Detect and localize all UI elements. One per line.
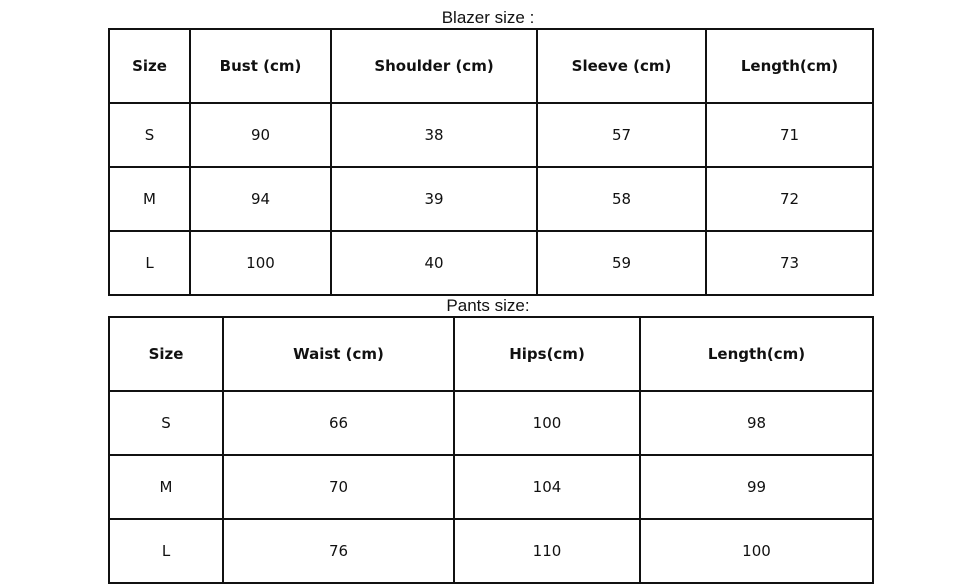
header-row: Size Bust (cm) Shoulder (cm) Sleeve (cm) Len… <box>108 28 874 104</box>
table-cell: 72 <box>705 166 874 232</box>
table-cell: 39 <box>330 166 538 232</box>
table-cell: 94 <box>189 166 332 232</box>
blazer-size-table: Size Bust (cm) Shoulder (cm) Sleeve (cm) Len… <box>108 28 874 296</box>
header-row: Size Waist (cm) Hips(cm) Length(cm) <box>108 316 874 392</box>
table-cell: S <box>108 102 191 168</box>
table-row: S 66 100 98 <box>108 390 874 456</box>
column-header: Size <box>108 316 224 392</box>
column-header: Hips(cm) <box>453 316 641 392</box>
table-cell: 76 <box>222 518 455 584</box>
table-cell: L <box>108 230 191 296</box>
table-cell: 90 <box>189 102 332 168</box>
column-header: Sleeve (cm) <box>536 28 707 104</box>
table-row: M 94 39 58 72 <box>108 166 874 232</box>
table-cell: M <box>108 166 191 232</box>
table-cell: 100 <box>453 390 641 456</box>
column-header: Length(cm) <box>705 28 874 104</box>
table-cell: 66 <box>222 390 455 456</box>
table-cell: S <box>108 390 224 456</box>
table-cell: L <box>108 518 224 584</box>
column-header: Bust (cm) <box>189 28 332 104</box>
table-cell: 71 <box>705 102 874 168</box>
pants-size-table: Size Waist (cm) Hips(cm) Length(cm) S 66 100 98… <box>108 316 874 584</box>
table-cell: 98 <box>639 390 874 456</box>
table-cell: 59 <box>536 230 707 296</box>
column-header: Shoulder (cm) <box>330 28 538 104</box>
blazer-title: Blazer size : <box>441 8 535 27</box>
column-header: Length(cm) <box>639 316 874 392</box>
table-row: L 76 110 100 <box>108 518 874 584</box>
table-cell: 70 <box>222 454 455 520</box>
table-row: L 100 40 59 73 <box>108 230 874 296</box>
table-cell: 110 <box>453 518 641 584</box>
table-cell: 99 <box>639 454 874 520</box>
column-header: Size <box>108 28 191 104</box>
table-cell: 40 <box>330 230 538 296</box>
table-cell: 58 <box>536 166 707 232</box>
table-cell: 100 <box>189 230 332 296</box>
table-cell: 57 <box>536 102 707 168</box>
table-cell: M <box>108 454 224 520</box>
table-row: M 70 104 99 <box>108 454 874 520</box>
pants-title: Pants size: <box>446 296 530 315</box>
table-cell: 100 <box>639 518 874 584</box>
table-row: S 90 38 57 71 <box>108 102 874 168</box>
column-header: Waist (cm) <box>222 316 455 392</box>
table-cell: 73 <box>705 230 874 296</box>
table-cell: 38 <box>330 102 538 168</box>
table-cell: 104 <box>453 454 641 520</box>
